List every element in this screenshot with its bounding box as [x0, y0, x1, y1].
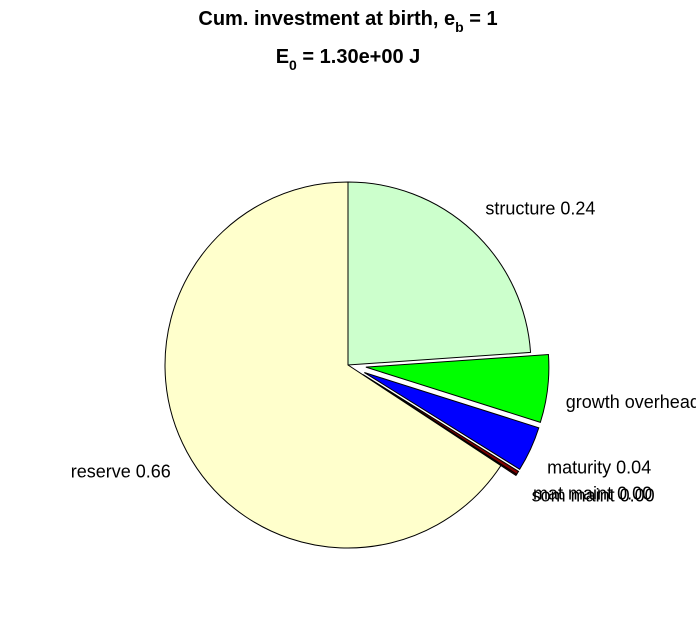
slice-label: reserve 0.66	[71, 461, 171, 481]
slice-label: som maint 0.00	[532, 486, 655, 506]
title-part: Cum. investment at birth, e	[198, 8, 455, 30]
pie-slice	[164, 181, 502, 549]
title-part: b	[455, 19, 464, 35]
pie-slice	[347, 181, 532, 366]
title-part: E	[276, 46, 289, 68]
chart-title: Cum. investment at birth, eb = 1	[198, 8, 497, 34]
slice-label: structure 0.24	[485, 199, 595, 219]
pie-slice	[364, 372, 540, 470]
title-part: = 1	[464, 8, 498, 30]
slice-label: maturity 0.04	[547, 458, 651, 478]
slice-label: mat maint 0.00	[533, 483, 652, 503]
title-part: 0	[289, 57, 297, 73]
title-part: = 1.30e+00 J	[297, 46, 420, 68]
pie-slice	[365, 354, 550, 424]
chart-title: E0 = 1.30e+00 J	[276, 46, 421, 72]
slice-label: growth overhead 0.06	[566, 392, 696, 412]
